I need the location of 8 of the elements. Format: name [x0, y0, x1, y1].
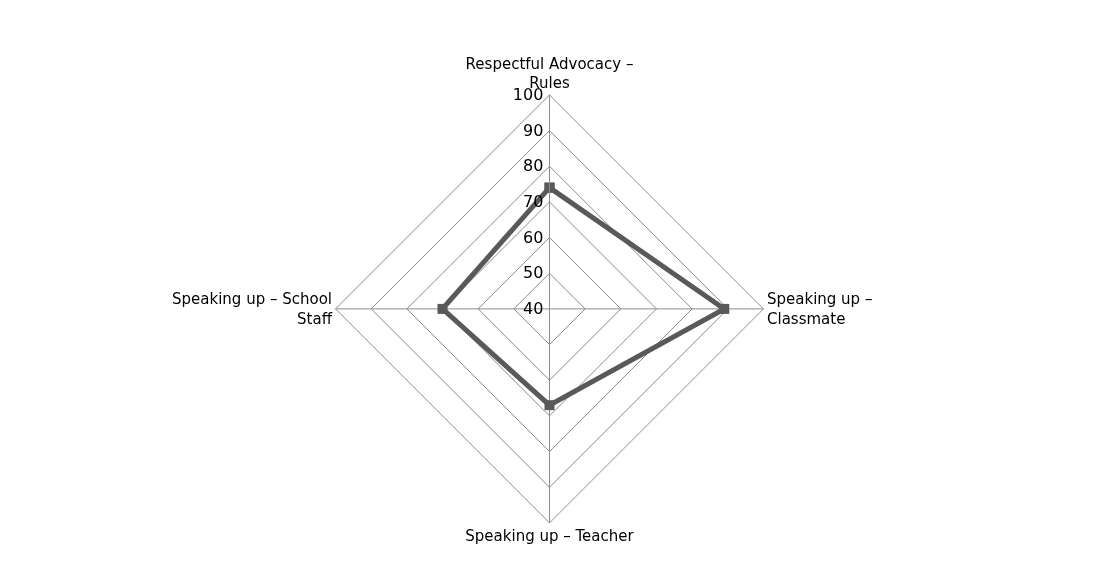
- y-tick-label: 80: [523, 156, 544, 176]
- y-tick-label: 60: [523, 227, 544, 247]
- y-tick-label: 90: [523, 120, 544, 140]
- spoke-label: Speaking up – Teacher: [465, 527, 635, 546]
- y-tick-label: 50: [523, 263, 544, 283]
- spoke-label: Speaking up – Classmate: [767, 290, 873, 328]
- y-tick-label: 40: [523, 299, 544, 319]
- spoke-label: Speaking up – School Staff: [172, 290, 333, 328]
